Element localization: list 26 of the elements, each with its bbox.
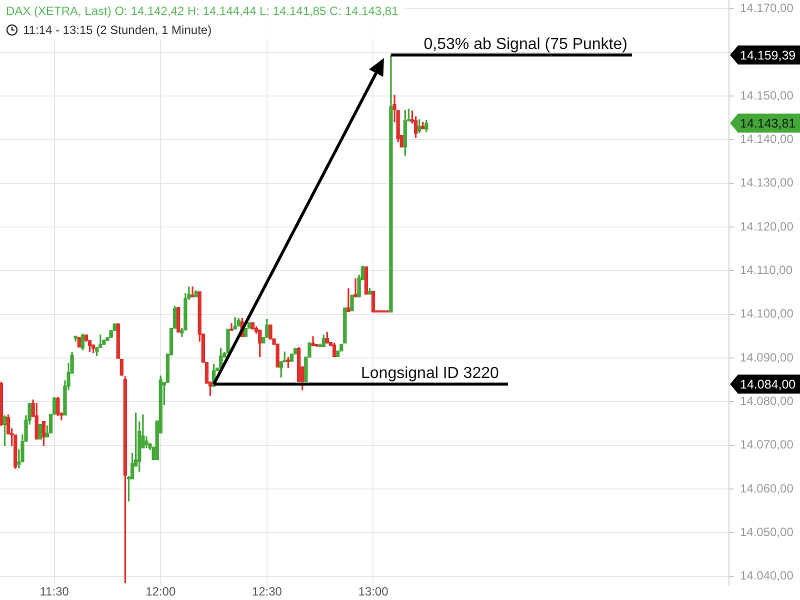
y-tick-label: 14.143,81 <box>740 116 796 131</box>
x-tick-label: 12:30 <box>252 584 282 599</box>
annotation: 0,53% ab Signal (75 Punkte) <box>424 36 628 54</box>
y-tick-label: 14.120,00 <box>740 219 794 234</box>
candlestick <box>190 286 194 298</box>
y-tick-label: 14.080,00 <box>740 394 794 408</box>
y-tick-label: 14.040,00 <box>740 568 794 583</box>
y-tick-label: 14.084,00 <box>740 378 796 392</box>
y-tick-label: 14.060,00 <box>740 481 794 496</box>
y-tick-label: 14.159,39 <box>740 48 796 63</box>
y-tick-label: 14.130,00 <box>740 176 794 190</box>
x-tick-label: 11:30 <box>40 584 70 599</box>
x-tick-label: 12:00 <box>146 584 176 599</box>
y-tick-label: 14.170,00 <box>740 1 794 16</box>
text: 11:14 - 13:15 (2 Stunden, 1 Minute) <box>23 22 212 38</box>
y-tick-label: 14.100,00 <box>740 306 794 321</box>
y-tick-label: 14.150,00 <box>740 88 794 102</box>
y-tick-label: 14.110,00 <box>740 262 793 277</box>
x-tick-label: 13:00 <box>358 584 389 599</box>
candlestick <box>346 288 350 312</box>
y-tick-label: 14.050,00 <box>740 524 794 539</box>
y-tick-label: 14.140,00 <box>740 132 794 146</box>
y-tick-label: 14.070,00 <box>740 438 794 452</box>
annotation: Longsignal ID 3220 <box>361 365 499 382</box>
y-tick-label: 14.090,00 <box>740 350 794 364</box>
chart-title: DAX (XETRA, Last) O: 14.142,42 H: 14.144,44 L: 14.141,85 C: 14.143,81 <box>6 3 398 19</box>
